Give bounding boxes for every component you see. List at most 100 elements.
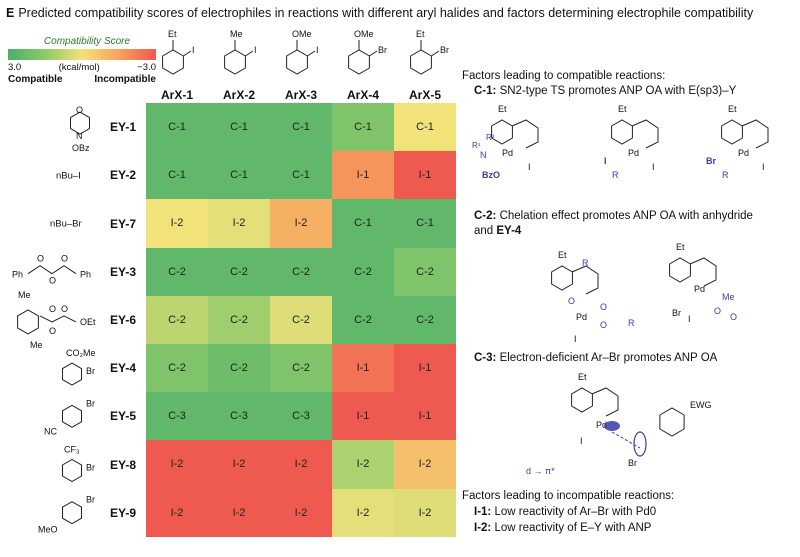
group-label: NC [44,426,57,436]
norbornene-frame [741,119,769,149]
aryl-ring [551,265,573,291]
atom-label: I [604,156,607,166]
norbornene-frame [591,387,619,417]
heatmap-cell: C-2 [394,247,456,296]
atom-label: R [628,318,635,328]
atom-label: BzO [482,170,500,180]
atom-label: I [574,334,577,344]
incompatible-header: Factors leading to incompatible reaction… [462,490,675,502]
ey-1-structure: O N OBz [70,105,90,153]
norbornene-frame [511,119,539,149]
c2-text: Chelation effect promotes ANP OA with an… [499,210,753,222]
atom-label: R¹ [472,141,481,150]
halide-label: Br [440,45,449,55]
heatmap-cell: C-2 [146,344,208,393]
substituent-label: OMe [292,29,312,39]
benzene-ring [62,362,82,386]
heatmap-cell: I-2 [270,440,332,489]
ey-9-structure: Br MeO [38,495,95,535]
benzene-ring [224,49,246,75]
i2-line: I-2: Low reactivity of E–Y with ANP [474,522,651,534]
atom-label: Br [672,308,681,318]
heatmap-cell: C-1 [332,199,394,248]
formula-label: nBu–I [56,170,81,181]
heatmap-cell: I-2 [332,488,394,537]
atom-label: R [722,170,729,180]
heatmap-cell: C-1 [394,199,456,248]
group-label: MeO [38,525,58,535]
atom-label: O [37,254,44,264]
heatmap-cell: C-1 [332,103,394,152]
atom-label: O [49,326,56,336]
c3-line: C-3: Electron-deficient Ar–Br promotes A… [474,352,717,364]
heatmap-cell: C-1 [270,103,332,152]
group-label: Me [18,290,31,300]
atom-label: N [76,131,83,141]
atom-label: Pd [738,148,749,158]
heatmap-cell: I-2 [208,199,270,248]
atom-label: I [688,314,691,324]
atom-label: O [76,105,83,115]
heatmap-cell: C-2 [208,344,270,393]
norbornene-frame [631,119,659,149]
atom-label: O [61,254,68,264]
heatmap-cell: I-2 [146,440,208,489]
norbornene-frame [571,265,599,295]
benzene-ring [286,49,308,75]
column-header: ArX-1 [160,88,193,102]
colorbar-legend: Compatibility Score 3.0 (kcal/mol) −3.0 … [8,36,156,85]
heatmap-cell: C-2 [146,295,208,344]
group-label: Me [30,340,43,350]
substituent-label: Et [168,29,177,39]
atom-label: R [612,170,619,180]
c1-line: C-1: SN2-type TS promotes ANP OA with E(… [474,85,736,97]
halide-label: I [254,45,257,55]
heatmap-cell: C-2 [270,295,332,344]
aryl-ring [669,257,691,283]
i1-label: I-1: [474,506,492,518]
group-label: EWG [690,400,712,410]
heatmap: C-1 C-1 C-1 C-1 C-1 C-1 C-1 C-1 I-1 I-1 I-2 I-2 I-2 C… [146,103,456,537]
atom-label: I [762,162,765,172]
colorbar-right-value: −3.0 [137,62,156,73]
i1-text: Low reactivity of Ar–Br with Pd0 [494,506,657,518]
heatmap-cell: I-2 [270,488,332,537]
bond [307,50,316,57]
heatmap-cell: C-1 [146,103,208,152]
heatmap-cell: I-2 [332,440,394,489]
atom-label: Et [618,104,627,114]
bond [183,50,192,57]
heatmap-cell: I-1 [332,392,394,441]
heatmap-cell: I-2 [146,199,208,248]
atom-label: Pd [694,284,705,294]
ey-5-structure: Br NC [44,398,95,436]
column-header: ArX-4 [346,88,379,102]
colorbar-unit: (kcal/mol) [58,62,100,73]
heatmap-cell: C-2 [208,295,270,344]
benzene-ring [348,49,370,75]
c1-complex-3: Et Pd Br R I [706,104,769,180]
ey-4-structure: CO₂Me Br [62,348,96,386]
heatmap-cell: I-1 [332,151,394,200]
halide-label: I [316,45,319,55]
atom-label: O [61,304,68,314]
atom-label: I [652,162,655,172]
atom-label: Pd [502,148,513,158]
interaction-line [611,431,641,449]
heatmap-cell: C-1 [270,151,332,200]
c3-label: C-3: [474,352,497,364]
heatmap-cell: C-1 [208,103,270,152]
atom-label: I [528,162,531,172]
aryl-ring [491,119,513,145]
title-text: Predicted compatibility scores of electr… [18,6,754,20]
atom-label: O [49,276,56,286]
substituent-label: Et [416,29,425,39]
heatmap-cell: C-1 [146,151,208,200]
row-label: EY-6 [110,312,137,327]
colorbar-left-value: 3.0 [8,62,22,73]
column-header: ArX-5 [408,88,441,102]
